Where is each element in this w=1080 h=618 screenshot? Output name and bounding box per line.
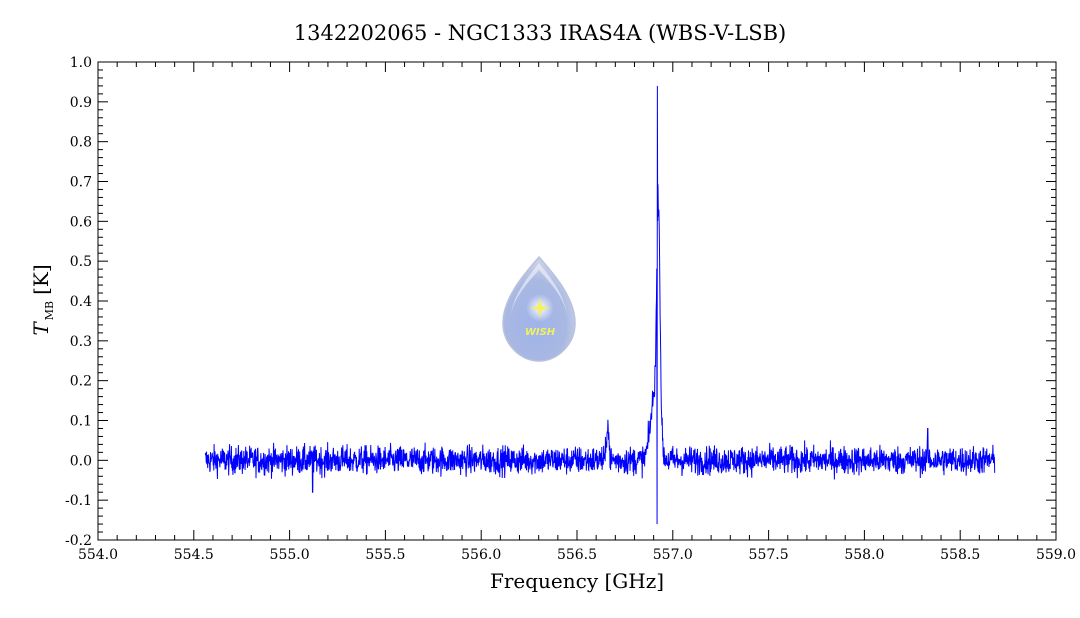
axis-ticks [97,61,1057,541]
y-tick-label: 0.8 [70,135,92,151]
wish-logo: WISH [502,255,576,362]
y-axis-subscript: MB [43,301,56,320]
y-tick-label: 0.3 [70,334,92,350]
x-tick-label: 554.5 [174,547,214,563]
x-tick-label: 556.5 [557,547,597,563]
y-tick-label: 0.2 [70,374,92,390]
wish-logo-text: WISH [525,327,556,338]
y-axis-unit: [K] [29,264,53,295]
x-tick-label: 557.5 [749,547,789,563]
chart-title: 1342202065 - NGC1333 IRAS4A (WBS-V-LSB) [294,21,786,45]
svg-text:TMB[K]: TMB [K] [29,264,56,335]
x-tick-label: 557.0 [653,547,693,563]
y-tick-label: 0.6 [70,214,92,230]
y-tick-label: 0.4 [70,294,92,310]
x-axis-label: Frequency [GHz] [490,569,664,593]
y-tick-label: 1.0 [70,55,92,71]
x-tick-labels: 554.0 554.5 555.0 555.5 556.0 556.5 557.0 557.5… [78,547,1076,563]
y-axis-symbol: T [29,321,53,336]
x-tick-label: 555.0 [270,547,310,563]
y-tick-labels: -0.2 -0.1 0.0 0.1 0.2 0.3 0.4 0.5 0.6 0.7 0.8 0.9 1.… [65,55,92,549]
y-tick-label: 0.1 [70,414,92,430]
y-tick-label: -0.1 [65,493,92,509]
x-tick-label: 558.5 [940,547,980,563]
x-tick-label: 554.0 [78,547,118,563]
x-tick-label: 555.5 [365,547,405,563]
y-tick-label: -0.2 [65,533,92,549]
y-axis-label: TMB [K] [29,264,56,335]
y-tick-label: 0.9 [70,95,92,111]
x-tick-label: 558.0 [844,547,884,563]
x-tick-label: 559.0 [1036,547,1076,563]
spectrum-series-line [204,85,996,525]
y-tick-label: 0.5 [70,254,92,270]
y-tick-label: 0.0 [70,453,92,469]
x-tick-label: 556.0 [461,547,501,563]
y-tick-label: 0.7 [70,175,92,191]
